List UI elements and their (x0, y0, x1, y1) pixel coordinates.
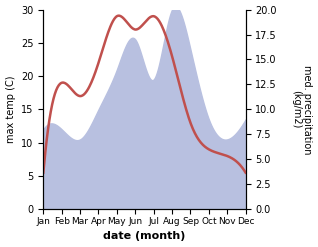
Y-axis label: med. precipitation
(kg/m2): med. precipitation (kg/m2) (291, 65, 313, 154)
X-axis label: date (month): date (month) (103, 231, 186, 242)
Y-axis label: max temp (C): max temp (C) (5, 76, 16, 143)
